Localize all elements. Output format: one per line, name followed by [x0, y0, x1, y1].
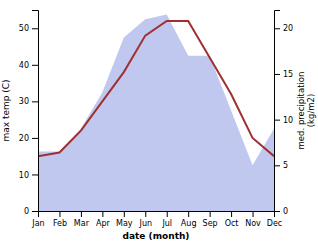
tick-mark	[32, 138, 38, 139]
tick-label: 50	[19, 24, 29, 33]
background	[0, 0, 318, 243]
y-axis-title: max temp (C)	[1, 79, 11, 141]
tick-label: 30	[19, 97, 29, 106]
tick: 15	[274, 70, 293, 79]
y-axis: 0 10 20 30 40 50	[19, 11, 39, 217]
tick-mark	[231, 211, 232, 217]
tick-mark	[32, 211, 38, 212]
tick-mark	[59, 211, 60, 217]
tick-label: 0	[24, 207, 29, 216]
tick: Mar	[74, 211, 90, 228]
tick: Feb	[53, 211, 67, 228]
axis-line	[32, 11, 39, 212]
tick-label: Sep	[203, 219, 218, 228]
tick: 20	[19, 134, 38, 143]
tick-label: Nov	[245, 219, 261, 228]
tick-label: May	[116, 219, 133, 228]
tick-label: Dec	[267, 219, 282, 228]
tick-mark	[32, 174, 38, 175]
tick-label: 20	[283, 24, 293, 33]
marks	[38, 15, 274, 211]
line	[38, 21, 274, 156]
x-axis-title: date (month)	[123, 231, 190, 241]
plot: JanFebMarAprMayJunJulAugSepOctNovDec0102…	[1, 11, 316, 242]
tick: 30	[19, 97, 38, 106]
tick-mark	[32, 28, 38, 29]
tick-mark	[274, 211, 280, 212]
tick-label: 40	[19, 61, 29, 70]
tick: Oct	[225, 211, 239, 228]
tick-mark	[274, 120, 280, 121]
x-axis: Jan Feb Mar Apr May Jun Jul Aug Sep Oct Nov Dec	[31, 211, 282, 228]
tick-mark	[32, 65, 38, 66]
tick-mark	[274, 74, 280, 75]
tick: May	[116, 211, 133, 228]
tick: 40	[19, 61, 38, 70]
y2-axis: 0 5 10 15 20	[274, 11, 293, 217]
tick-mark	[145, 211, 146, 217]
tick-mark	[253, 211, 254, 217]
tick: Sep	[203, 211, 218, 228]
tick-label: Aug	[181, 219, 197, 228]
tick: Aug	[181, 211, 197, 228]
tick: 20	[274, 24, 293, 33]
tick-mark	[124, 211, 125, 217]
tick-label: Jan	[31, 219, 44, 228]
tick-mark	[32, 101, 38, 102]
tick-mark	[188, 211, 189, 217]
tick-mark	[210, 211, 211, 217]
tick: Dec	[267, 211, 282, 228]
tick-label: 20	[19, 134, 29, 143]
tick-label: 10	[19, 171, 29, 180]
y2-axis-title: med. precipitation(kg/m2)	[296, 72, 316, 150]
tick-mark	[274, 165, 280, 166]
tick-mark	[167, 211, 168, 217]
tick-label: 15	[283, 70, 293, 79]
tick: Jun	[139, 211, 153, 228]
tick: Apr	[96, 211, 111, 228]
tick: Jan	[31, 211, 44, 228]
tick-label: Apr	[96, 219, 111, 228]
y2-axis-title-line: (kg/m2)	[306, 94, 316, 128]
tick-label: Oct	[225, 219, 239, 228]
tick-mark	[274, 28, 280, 29]
tick-label: 5	[283, 161, 288, 170]
tick: 0	[274, 207, 288, 216]
tick: 50	[19, 24, 38, 33]
tick: 10	[274, 116, 293, 125]
tick-label: Jun	[139, 219, 153, 228]
tick-mark	[81, 211, 82, 217]
y2-axis-title-line: med. precipitation	[296, 72, 306, 150]
tick-label: Mar	[74, 219, 90, 228]
axis-line	[275, 11, 281, 212]
tick: 10	[19, 171, 38, 180]
area	[38, 15, 274, 211]
axis-line	[39, 212, 275, 218]
tick-label: Feb	[53, 219, 67, 228]
tick: 0	[24, 207, 38, 216]
chart: JanFebMarAprMayJunJulAugSepOctNovDec0102…	[0, 0, 318, 243]
tick-label: 0	[283, 207, 288, 216]
tick-label: Jul	[161, 219, 172, 228]
tick: Nov	[245, 211, 261, 228]
tick-label: 10	[283, 116, 293, 125]
tick-mark	[102, 211, 103, 217]
tick: Jul	[161, 211, 172, 228]
tick: 5	[274, 161, 288, 170]
